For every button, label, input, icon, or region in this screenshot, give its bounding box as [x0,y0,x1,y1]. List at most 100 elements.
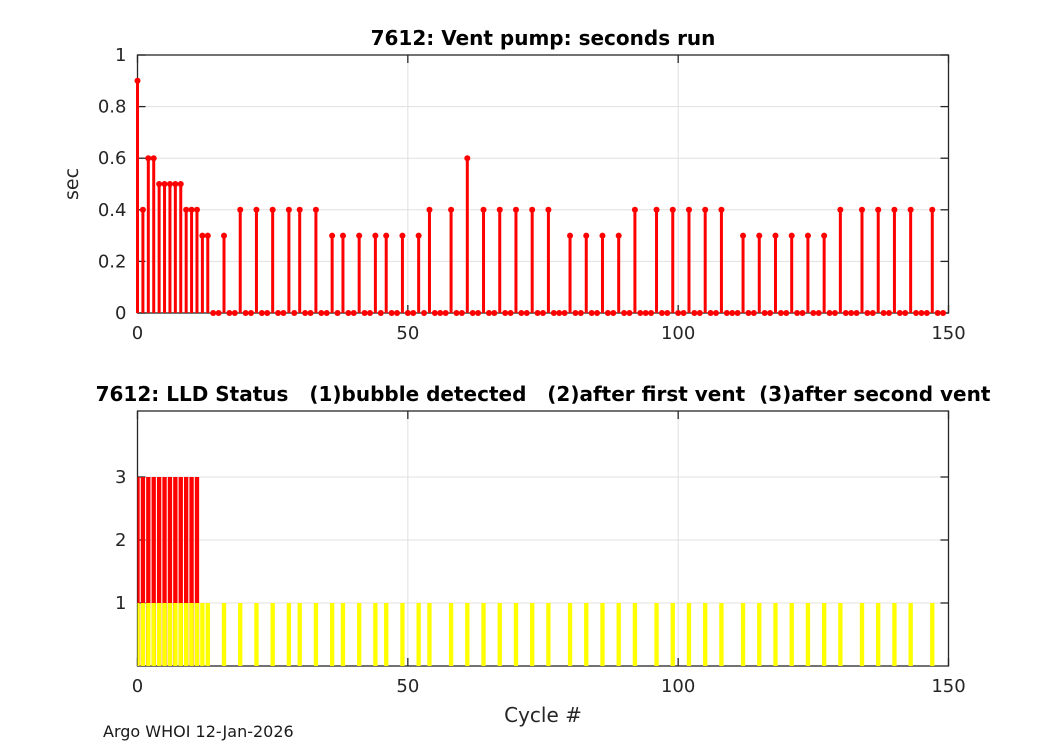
stem-marker [415,232,422,239]
x-tick-label: 100 [661,676,695,697]
zero-marker [621,310,628,316]
bottom-chart-title: 7612: LLD Status (1)bubble detected (2)a… [95,382,991,406]
stem-series [134,77,947,316]
bar-status1 [254,603,259,666]
x-tick-label: 100 [661,323,695,344]
stem-marker [199,232,206,239]
zero-marker [848,310,855,316]
zero-marker [913,310,920,316]
zero-marker [421,310,428,316]
stem-marker [221,232,228,239]
bar-status1 [286,603,292,666]
bar-status1 [137,603,140,666]
zero-marker [491,310,498,316]
zero-marker [886,310,893,316]
tick-marks [136,54,950,314]
bar-status1 [194,603,200,666]
bar-status3 [173,477,178,666]
zero-marker [366,310,373,316]
stem-marker [669,206,676,213]
zero-marker [242,310,249,316]
axis-box [136,410,950,667]
zero-marker [561,310,568,316]
zero-marker [388,310,395,316]
bottom-plot-area: 0 50 100 150 1 2 3 [115,410,966,697]
gridlines [137,55,949,313]
x-tick-label: 0 [132,676,143,697]
stem-marker [837,206,844,213]
zero-marker [231,310,238,316]
zero-marker [842,310,849,316]
bar-status1 [400,603,405,666]
bar-status1 [908,603,913,666]
stem-marker [139,206,146,213]
stem-marker [177,181,184,187]
zero-marker [291,310,298,316]
zero-marker [275,310,282,316]
bar-status1 [600,603,605,666]
zero-marker [248,310,255,316]
bar-status1 [297,603,302,666]
zero-marker [556,310,563,316]
zero-marker [729,310,736,316]
y-tick-label: 0.2 [98,251,127,272]
zero-marker [707,310,714,316]
zero-marker [713,310,720,316]
zero-marker [896,310,903,316]
zero-marker [540,310,546,316]
stem-marker [496,206,503,213]
zero-marker [675,310,682,316]
stem-marker [875,206,882,213]
stem-marker [296,206,303,213]
bar-status1 [567,603,573,666]
stem-marker [188,206,195,213]
zero-marker [394,310,401,316]
zero-marker [264,310,271,316]
stem-marker [150,155,157,162]
stem-marker [512,206,519,213]
figure-footer: Argo WHOI 12-Jan-2026 [103,722,294,741]
zero-marker [761,310,768,316]
bar-status3 [137,477,140,666]
bar-status1 [930,603,935,666]
stem-marker [372,232,379,239]
stem-marker [480,206,487,213]
zero-marker [318,310,325,316]
bar-status1 [876,603,881,666]
bar-status1 [238,603,243,666]
zero-marker [680,310,687,316]
zero-marker [523,310,530,316]
zero-marker [350,310,357,316]
stem-marker [183,206,190,213]
stem-marker [756,232,763,239]
bar-status1 [162,603,167,666]
zero-marker [745,310,752,316]
bar-status1 [821,603,827,666]
bar-status3 [151,477,156,666]
tick-labels: 0 50 100 150 1 2 3 [115,467,966,697]
bar-status1 [156,603,162,666]
bar-status3 [140,477,146,666]
bar-status1 [838,603,843,666]
stem-marker [237,206,244,213]
stem-marker [772,232,779,239]
zero-marker [750,310,757,316]
zero-marker [934,310,941,316]
bar-status1 [167,603,173,666]
bar-status3 [167,477,173,666]
zero-marker [410,310,417,316]
bar-status1 [221,603,227,666]
bar-status3 [146,477,151,666]
top-chart-title: 7612: Vent pump: seconds run [370,26,716,50]
bar-status1 [740,603,746,666]
bar-status1 [757,603,762,666]
x-tick-label: 150 [931,323,965,344]
zero-marker [723,310,730,316]
zero-marker [345,310,352,316]
zero-marker [637,310,644,316]
bar-status1 [481,603,486,666]
bar-status3 [183,477,189,666]
tick-labels: 0 50 100 150 0 0.2 0.4 0.6 0.8 1 [98,45,966,344]
zero-marker [642,310,649,316]
